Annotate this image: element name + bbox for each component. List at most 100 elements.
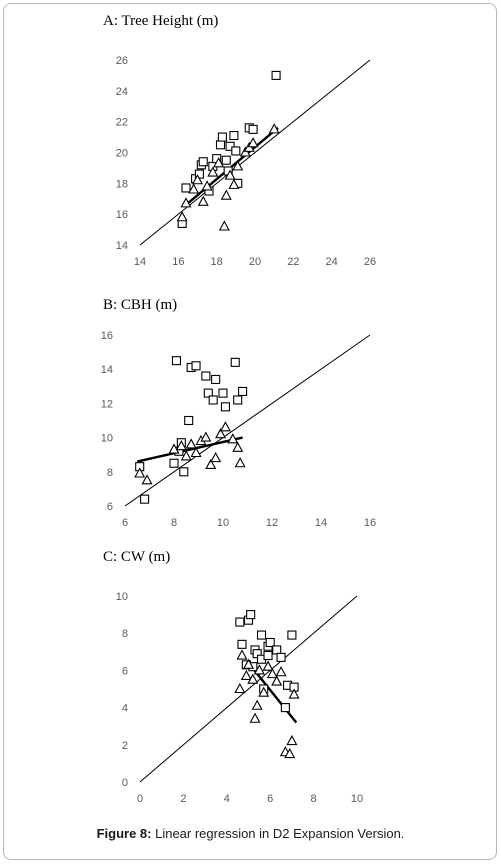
square-point [248, 124, 258, 134]
panel-a: A: Tree Height (m) 14 16 18 20 22 24 26 14 16 18 2… [103, 13, 376, 268]
y-tick-label: 8 [122, 628, 128, 640]
triangle-point [213, 157, 225, 168]
x-tick-label: 22 [287, 256, 299, 268]
square-point [208, 395, 218, 405]
one-to-one-line [124, 334, 371, 507]
x-tick-label: 8 [311, 793, 317, 805]
triangle-point [218, 220, 230, 231]
panel-c-title: C: CW (m) [103, 549, 170, 565]
x-tick-label: 12 [266, 517, 278, 529]
y-tick-label: 2 [122, 740, 128, 752]
square-point [181, 183, 191, 193]
triangle-point [262, 660, 274, 671]
triangle-point [134, 467, 146, 478]
y-tick-label: 6 [122, 665, 128, 677]
triangle-point [236, 649, 248, 660]
caption-text: Linear regression in D2 Expansion Versio… [151, 826, 405, 841]
square-point [218, 388, 228, 398]
triangle-point [176, 211, 188, 222]
square-point [263, 650, 273, 661]
square-point [287, 630, 297, 640]
y-tick-label: 16 [116, 209, 128, 221]
y-tick-label: 4 [122, 703, 128, 715]
y-tick-label: 12 [101, 398, 113, 410]
triangle-point [232, 160, 244, 171]
triangle-point [219, 421, 231, 432]
square-point [276, 652, 286, 662]
triangle-point [191, 174, 204, 185]
square-point [237, 639, 247, 649]
triangle-point [180, 197, 192, 208]
triangle-point [180, 450, 192, 461]
triangle-point [175, 439, 187, 451]
triangle-point [205, 458, 217, 470]
square-point [229, 130, 239, 141]
panel-a-title: A: Tree Height (m) [103, 13, 218, 29]
y-tick-label: 14 [116, 240, 128, 252]
x-tick-label: 20 [249, 256, 261, 268]
triangle-point [168, 443, 180, 454]
square-point [271, 70, 281, 80]
square-point [220, 402, 230, 412]
x-tick-label: 8 [171, 517, 177, 529]
y-tick-label: 18 [116, 178, 128, 190]
triangle-point [210, 451, 222, 463]
triangle-point [228, 178, 240, 189]
x-tick-label: 10 [351, 793, 363, 805]
square-point [230, 357, 240, 367]
y-tick-label: 20 [116, 148, 128, 160]
one-to-one-line [139, 59, 371, 246]
one-to-one-line [139, 595, 358, 783]
square-point [238, 386, 248, 396]
y-tick-label: 14 [101, 364, 113, 376]
square-point [225, 141, 235, 151]
triangle-point [234, 682, 246, 694]
triangle-point [253, 664, 265, 675]
triangle-point [197, 195, 209, 206]
square-point [169, 458, 179, 468]
triangle-point [220, 189, 232, 200]
y-tick-label: 24 [116, 86, 128, 98]
square-point [221, 155, 231, 165]
x-tick-label: 26 [364, 256, 376, 268]
panel-b-title: B: CBH (m) [103, 297, 177, 313]
square-point [140, 494, 150, 504]
y-tick-label: 0 [122, 777, 128, 789]
x-tick-label: 2 [180, 793, 186, 805]
triangle-point [188, 183, 200, 194]
y-tick-label: 22 [116, 117, 128, 129]
square-point [203, 388, 213, 398]
figure-caption: Figure 8: Linear regression in D2 Expans… [0, 826, 501, 841]
triangle-point [249, 712, 261, 723]
square-point [211, 374, 221, 385]
triangle-point [251, 699, 263, 710]
triangle-point [271, 675, 283, 686]
square-point [235, 617, 245, 627]
y-tick-label: 26 [116, 55, 128, 67]
square-point [231, 146, 241, 156]
triangle-point [201, 180, 213, 191]
x-tick-label: 24 [326, 256, 338, 268]
triangle-point [275, 666, 287, 677]
triangle-point [284, 747, 296, 759]
x-tick-label: 6 [267, 793, 273, 805]
triangle-point [227, 433, 239, 444]
y-tick-label: 8 [107, 467, 113, 479]
square-point [272, 645, 282, 655]
square-point [215, 140, 226, 150]
square-point [184, 415, 194, 426]
triangle-point [242, 658, 255, 669]
square-point [201, 371, 211, 381]
triangle-point [215, 428, 227, 439]
triangle-point [266, 667, 278, 679]
y-tick-label: 6 [107, 501, 113, 513]
triangle-point [247, 673, 259, 684]
x-tick-label: 4 [224, 793, 230, 805]
triangle-point [190, 446, 202, 458]
square-point [171, 356, 181, 366]
square-point [246, 610, 256, 620]
triangle-point [268, 123, 280, 134]
square-point [217, 132, 227, 142]
x-tick-label: 16 [172, 256, 184, 268]
